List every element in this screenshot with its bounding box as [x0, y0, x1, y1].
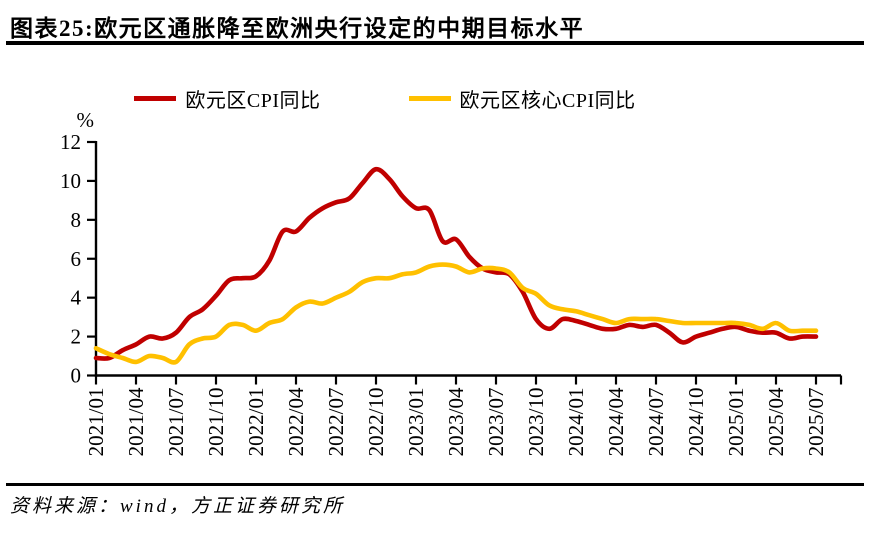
cpi-line-swatch-icon [134, 96, 177, 101]
x-tick-label: 2025/01 [724, 388, 748, 457]
x-tick-label: 2025/07 [804, 388, 828, 457]
y-tick-label: 6 [71, 247, 82, 271]
x-tick-label: 2022/01 [244, 388, 268, 457]
y-tick-label: 0 [71, 364, 82, 388]
source-note: 资料来源：wind，方正证券研究所 [10, 496, 345, 517]
x-tick-label: 2022/10 [364, 388, 388, 457]
x-tick-label: 2022/04 [284, 387, 308, 456]
x-tick-label: 2022/07 [324, 388, 348, 457]
line-chart: 0 2 4 6 8 10 12% 2021/01 2021/04 2021/07 2021/10 20… [60, 108, 843, 457]
y-tick-label: 12 [60, 130, 81, 154]
x-tick-label: 2023/01 [404, 388, 428, 457]
y-tick-label: 4 [71, 286, 82, 310]
series-line-1 [93, 262, 819, 365]
y-tick-label: 2 [71, 325, 82, 349]
series-line-0 [93, 166, 819, 361]
x-tick-label: 2023/04 [444, 387, 468, 456]
legend-label-cpi: 欧元区CPI同比 [185, 90, 321, 112]
y-tick-label: 8 [71, 208, 82, 232]
legend-label-core-cpi: 欧元区核心CPI同比 [459, 90, 636, 112]
x-tick-label: 2023/10 [524, 388, 548, 457]
legend-item-core-cpi: 欧元区核心CPI同比 [408, 84, 636, 113]
x-tick-label: 2024/04 [604, 387, 628, 456]
x-tick-label: 2021/10 [204, 388, 228, 457]
title-divider [6, 41, 864, 45]
source-divider [6, 483, 864, 486]
x-tick-label: 2025/04 [764, 387, 788, 456]
y-tick-label: 10 [60, 169, 81, 193]
x-tick-label: 2024/07 [644, 388, 668, 457]
x-tick-label: 2023/07 [484, 388, 508, 457]
x-tick-label: 2024/01 [564, 388, 588, 457]
x-tick-label: 2021/01 [84, 388, 108, 457]
core-cpi-line-swatch-icon [408, 96, 451, 101]
legend-item-cpi: 欧元区CPI同比 [134, 84, 320, 113]
x-tick-label: 2021/04 [124, 387, 148, 456]
chart-legend: 欧元区CPI同比 欧元区核心CPI同比 [0, 84, 820, 113]
x-tick-label: 2024/10 [684, 388, 708, 457]
y-axis-unit-label: % [77, 108, 95, 132]
figure-title: 图表25:欧元区通胀降至欧洲央行设定的中期目标水平 [10, 16, 585, 41]
x-tick-label: 2021/07 [164, 388, 188, 457]
